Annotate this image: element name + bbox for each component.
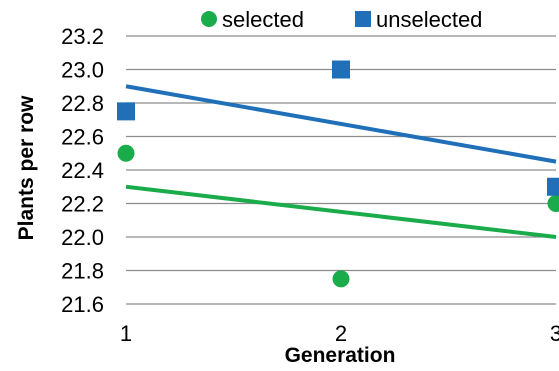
point-selected: [117, 144, 135, 162]
y-axis-ticks: 21.6 21.8 22.0 22.2 22.4 22.6 22.8 23.0 23.2: [61, 24, 104, 317]
x-axis-title: Generation: [285, 344, 396, 367]
legend: selected unselected: [201, 7, 482, 32]
y-tick-label: 22.0: [61, 225, 104, 250]
trendlines: [125, 84, 557, 239]
y-tick-label: 22.6: [61, 125, 104, 150]
y-tick-label: 22.4: [61, 158, 104, 183]
point-unselected: [332, 60, 350, 79]
point-selected: [547, 195, 559, 212]
y-tick-label: 21.8: [61, 259, 104, 284]
data-points: [117, 60, 559, 288]
y-tick-label: 23.2: [61, 24, 104, 49]
x-tick-label: 3: [550, 321, 559, 346]
y-axis-title: Plants per row: [15, 95, 38, 240]
legend-label-unselected: unselected: [376, 7, 482, 32]
legend-marker-unselected: [355, 11, 371, 27]
trendline-unselected: [125, 84, 557, 164]
y-tick-label: 22.8: [61, 91, 104, 116]
y-tick-label: 21.6: [61, 292, 104, 317]
x-tick-label: 2: [335, 321, 347, 346]
point-unselected: [117, 102, 135, 121]
x-axis-ticks: 1 2 3: [120, 321, 559, 346]
y-tick-label: 23.0: [61, 58, 104, 83]
gridlines: [126, 35, 556, 305]
legend-marker-selected: [201, 11, 217, 27]
trendline-selected: [125, 184, 557, 239]
x-tick-label: 1: [120, 321, 132, 346]
point-selected: [332, 270, 350, 288]
legend-label-selected: selected: [222, 7, 304, 32]
y-tick-label: 22.2: [61, 192, 104, 217]
point-unselected: [547, 177, 559, 196]
